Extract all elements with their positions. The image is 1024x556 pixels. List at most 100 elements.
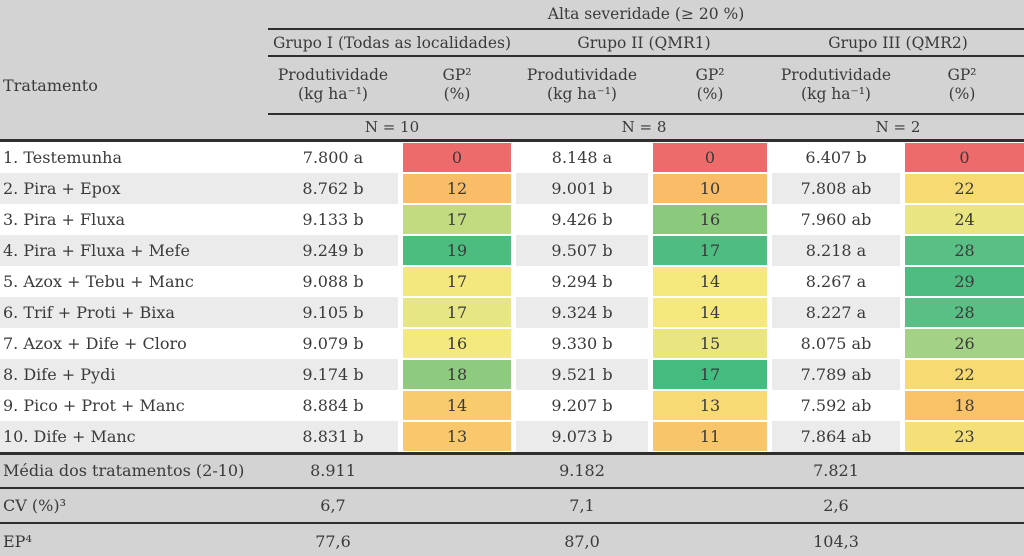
prod-value: 9.105 b xyxy=(268,296,398,328)
prod-header-line2: (kg ha⁻¹) xyxy=(547,85,617,103)
gp-cell: 16 xyxy=(648,203,772,235)
gp-value: 23 xyxy=(905,421,1024,451)
gp-value: 17 xyxy=(403,204,511,234)
gp-cell: 10 xyxy=(648,172,772,204)
gp-value: 0 xyxy=(905,142,1024,172)
gp-cell: 18 xyxy=(900,389,1024,421)
prod-header-line2: (kg ha⁻¹) xyxy=(801,85,871,103)
prod-value: 7.864 ab xyxy=(772,420,900,453)
gp-cell: 28 xyxy=(900,234,1024,266)
prod-value: 8.218 a xyxy=(772,234,900,266)
prod-header-g2: Produtividade (kg ha⁻¹) xyxy=(516,56,648,115)
prod-value: 7.808 ab xyxy=(772,172,900,204)
prod-value: 9.324 b xyxy=(516,296,648,328)
footer-value: 8.911 xyxy=(268,451,398,488)
gp-value: 19 xyxy=(403,235,511,265)
prod-header-g1: Produtividade (kg ha⁻¹) xyxy=(268,56,398,115)
prod-value: 8.227 a xyxy=(772,296,900,328)
prod-value: 9.207 b xyxy=(516,389,648,421)
blank-cell xyxy=(398,451,516,488)
treatment-name: 4. Pira + Fluxa + Mefe xyxy=(0,234,268,266)
blank-cell xyxy=(900,487,1024,523)
treatment-name: 5. Azox + Tebu + Manc xyxy=(0,265,268,297)
prod-value: 7.789 ab xyxy=(772,358,900,390)
prod-value: 9.079 b xyxy=(268,327,398,359)
gp-cell: 14 xyxy=(648,296,772,328)
treatment-name: 7. Azox + Dife + Cloro xyxy=(0,327,268,359)
table-row: 6. Trif + Proti + Bixa 9.105 b 17 9.324 … xyxy=(0,296,1024,328)
prod-value: 9.507 b xyxy=(516,234,648,266)
gp-cell: 14 xyxy=(398,389,516,421)
gp-value: 17 xyxy=(403,297,511,327)
gp-cell: 24 xyxy=(900,203,1024,235)
gp-header-line2: (%) xyxy=(443,85,471,103)
treatment-column-header: Tratamento xyxy=(0,56,268,114)
footer-value: 104,3 xyxy=(772,522,900,556)
gp-cell: 0 xyxy=(900,140,1024,173)
gp-value: 13 xyxy=(403,421,511,451)
prod-value: 9.073 b xyxy=(516,420,648,453)
gp-value: 13 xyxy=(653,390,767,420)
gp-cell: 15 xyxy=(648,327,772,359)
gp-cell: 16 xyxy=(398,327,516,359)
prod-header-line1: Produtividade xyxy=(277,66,389,84)
table-header: Alta severidade (≥ 20 %) Grupo I (Todas … xyxy=(0,0,1024,142)
gp-header-line1: GP² xyxy=(947,66,977,84)
prod-value: 9.426 b xyxy=(516,203,648,235)
footer-value: 7.821 xyxy=(772,451,900,488)
gp-header-g1: GP² (%) xyxy=(398,56,516,115)
gp-cell: 17 xyxy=(398,203,516,235)
n-label-g1: N = 10 xyxy=(268,114,516,142)
prod-value: 8.884 b xyxy=(268,389,398,421)
gp-cell: 18 xyxy=(398,358,516,390)
gp-value: 12 xyxy=(403,173,511,203)
gp-value: 17 xyxy=(653,359,767,389)
gp-header-line1: GP² xyxy=(695,66,725,84)
prod-header-line1: Produtividade xyxy=(526,66,638,84)
prod-value: 8.267 a xyxy=(772,265,900,297)
group-header-row: Grupo I (Todas as localidades) Grupo II … xyxy=(0,29,1024,57)
gp-header-g3: GP² (%) xyxy=(900,56,1024,115)
group2-header: Grupo II (QMR1) xyxy=(516,29,772,57)
gp-cell: 17 xyxy=(398,265,516,297)
prod-value: 7.800 a xyxy=(268,140,398,173)
gp-header-line2: (%) xyxy=(696,85,724,103)
footer-label: Média dos tratamentos (2-10) xyxy=(0,451,268,488)
gp-value: 0 xyxy=(403,142,511,172)
gp-cell: 17 xyxy=(648,234,772,266)
prod-value: 8.762 b xyxy=(268,172,398,204)
treatment-name: 8. Dife + Pydi xyxy=(0,358,268,390)
severity-header-row: Alta severidade (≥ 20 %) xyxy=(0,0,1024,30)
group1-header: Grupo I (Todas as localidades) xyxy=(268,29,516,57)
gp-cell: 28 xyxy=(900,296,1024,328)
prod-value: 8.831 b xyxy=(268,420,398,453)
table-row: 8. Dife + Pydi 9.174 b 18 9.521 b 17 7.7… xyxy=(0,358,1024,390)
gp-cell: 12 xyxy=(398,172,516,204)
table-row: 1. Testemunha 7.800 a 0 8.148 a 0 6.407 … xyxy=(0,140,1024,173)
gp-cell: 14 xyxy=(648,265,772,297)
gp-value: 18 xyxy=(403,359,511,389)
gp-value: 10 xyxy=(653,173,767,203)
gp-cell: 29 xyxy=(900,265,1024,297)
gp-value: 16 xyxy=(653,204,767,234)
gp-value: 14 xyxy=(403,390,511,420)
footer-label: EP⁴ xyxy=(0,522,268,556)
gp-cell: 13 xyxy=(648,389,772,421)
footer-row-cv: CV (%)³ 6,7 7,1 2,6 xyxy=(0,487,1024,523)
prod-value: 9.174 b xyxy=(268,358,398,390)
group3-header: Grupo III (QMR2) xyxy=(772,29,1024,57)
gp-header-line1: GP² xyxy=(442,66,472,84)
footer-row-ep: EP⁴ 77,6 87,0 104,3 xyxy=(0,522,1024,556)
measure-header-row: Tratamento Produtividade (kg ha⁻¹) GP² (… xyxy=(0,56,1024,115)
gp-value: 15 xyxy=(653,328,767,358)
footer-value: 7,1 xyxy=(516,487,648,523)
blank-cell xyxy=(900,451,1024,488)
blank-cell xyxy=(648,451,772,488)
prod-value: 9.249 b xyxy=(268,234,398,266)
treatment-name: 2. Pira + Epox xyxy=(0,172,268,204)
blank-cell xyxy=(0,29,268,56)
blank-cell xyxy=(398,487,516,523)
gp-value: 24 xyxy=(905,204,1024,234)
prod-value: 7.960 ab xyxy=(772,203,900,235)
